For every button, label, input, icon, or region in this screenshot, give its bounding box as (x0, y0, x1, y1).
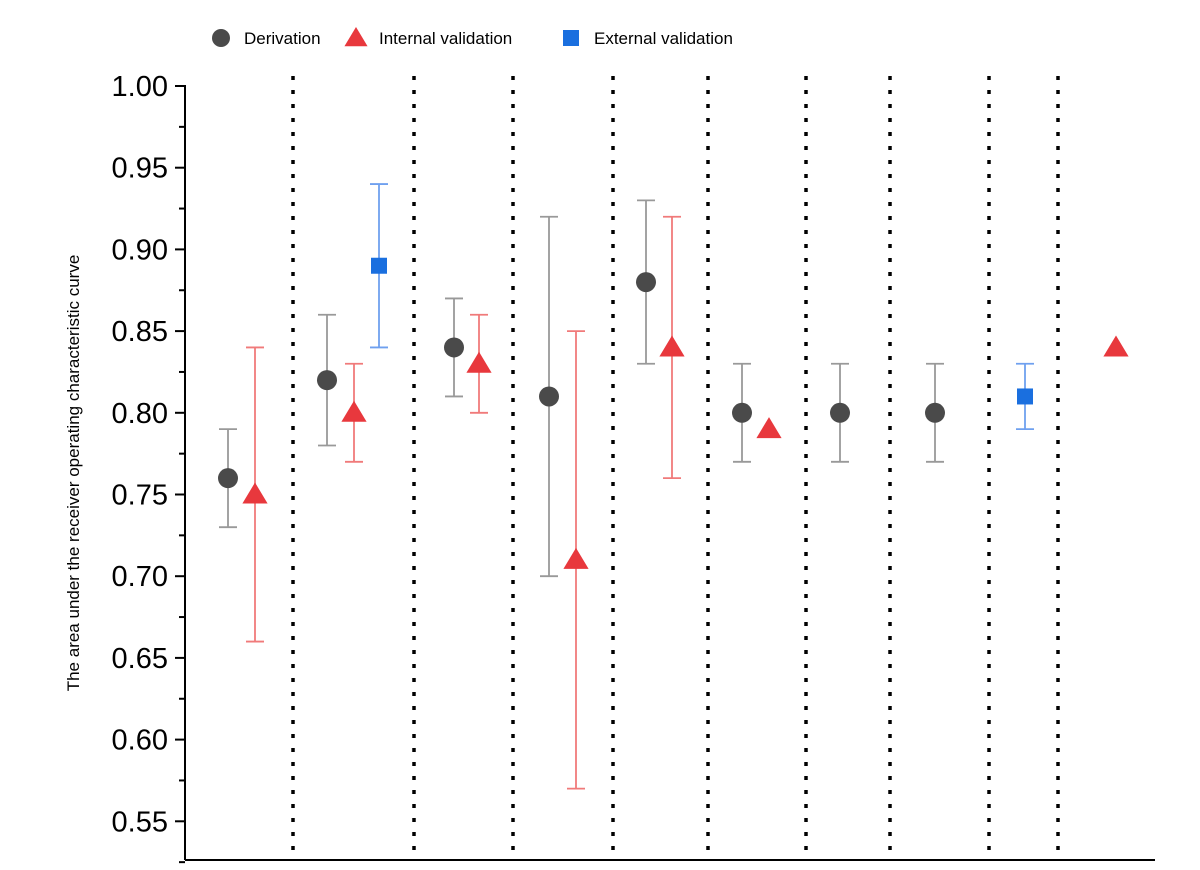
series-internal-validation (242, 215, 1129, 790)
data-point (218, 468, 238, 489)
y-axis-label: The area under the receiver operating ch… (64, 255, 83, 692)
data-point (563, 547, 589, 569)
axes: 1.00 0.95 0.90 0.85 0.80 0.75 0.70 0.65 0.60 0.55 (112, 71, 1155, 864)
legend-label: External validation (594, 29, 733, 48)
y-tick-label: 0.55 (112, 806, 168, 838)
legend-marker-circle (212, 29, 230, 47)
data-point (444, 337, 464, 358)
series-external-validation (370, 183, 1034, 431)
y-tick-label: 0.85 (112, 316, 168, 348)
legend-label: Derivation (244, 29, 321, 48)
data-point (466, 351, 492, 373)
legend-item: Internal validation (344, 27, 512, 48)
y-tick-label: 0.70 (112, 561, 168, 593)
y-tick-label: 0.60 (112, 725, 168, 757)
data-point (242, 482, 268, 504)
data-point (830, 402, 850, 423)
group-separators (291, 76, 1060, 856)
y-tick-label: 1.00 (112, 71, 168, 103)
y-tick-label: 0.75 (112, 480, 168, 512)
legend-item: Derivation (212, 29, 321, 48)
legend-item: External validation (563, 29, 733, 48)
data-point (756, 417, 782, 439)
legend-label: Internal validation (379, 29, 512, 48)
data-marks (218, 183, 1129, 790)
data-point (341, 400, 367, 422)
y-tick-label: 0.90 (112, 234, 168, 266)
y-tick-label: 0.65 (112, 643, 168, 675)
y-tick-label: 0.80 (112, 398, 168, 430)
legend: Derivation Internal validation External va… (212, 27, 733, 48)
data-point (636, 272, 656, 293)
series-derivation (218, 199, 945, 578)
data-point (1017, 388, 1033, 405)
legend-marker-triangle (344, 27, 368, 47)
data-point (1103, 335, 1129, 357)
data-point (732, 402, 752, 423)
legend-marker-square (563, 30, 579, 46)
y-tick-label: 0.95 (112, 153, 168, 185)
data-point (659, 335, 685, 357)
data-point (371, 257, 387, 274)
data-point (539, 386, 559, 407)
data-point (925, 402, 945, 423)
data-point (317, 370, 337, 391)
